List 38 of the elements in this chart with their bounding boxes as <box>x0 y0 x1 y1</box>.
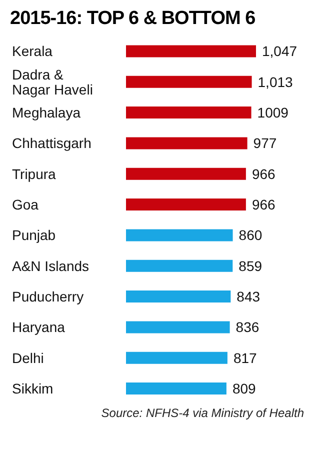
bar <box>126 229 233 242</box>
data-label: 859 <box>238 258 262 274</box>
bar <box>126 76 252 88</box>
y-tick-label: Kerala <box>12 43 53 60</box>
data-label: 977 <box>253 135 277 152</box>
y-tick-label: A&N Islands <box>12 258 90 274</box>
y-tick-label: Tripura <box>12 166 56 182</box>
y-tick-label: Haryana <box>12 319 66 336</box>
bar <box>126 382 226 395</box>
data-label: 966 <box>252 196 276 212</box>
bar <box>126 352 228 364</box>
data-label: 1,013 <box>258 74 294 90</box>
y-tick-label: Chhattisgarh <box>12 135 92 152</box>
chart-title: 2015-16: TOP 6 & BOTTOM 6 <box>9 8 256 31</box>
bar <box>126 198 246 211</box>
y-tick-label: Puducherry <box>12 288 84 305</box>
bar <box>126 260 233 272</box>
data-label: 860 <box>238 227 262 244</box>
bar <box>126 45 256 58</box>
bar <box>126 106 252 119</box>
y-tick-label: Sikkim <box>12 380 54 397</box>
y-tick-label: Dadra & Nagar Haveli <box>12 66 93 98</box>
data-label: 966 <box>252 166 276 182</box>
source-note: Source: NFHS-4 via Ministry of Health <box>100 406 305 420</box>
y-tick-label: Delhi <box>12 350 44 366</box>
bar <box>126 290 231 303</box>
data-label: 836 <box>236 319 260 336</box>
y-tick-label: Meghalaya <box>12 104 81 121</box>
data-label: 1009 <box>257 104 289 120</box>
data-label: 817 <box>233 350 258 366</box>
data-label: 843 <box>236 288 260 304</box>
bar <box>126 168 246 180</box>
y-tick-label: Goa <box>12 196 39 213</box>
data-label: 1,047 <box>262 43 298 60</box>
y-tick-label: Punjab <box>12 227 56 244</box>
bar <box>126 321 230 334</box>
bar <box>126 137 248 150</box>
data-label: 809 <box>232 380 256 396</box>
